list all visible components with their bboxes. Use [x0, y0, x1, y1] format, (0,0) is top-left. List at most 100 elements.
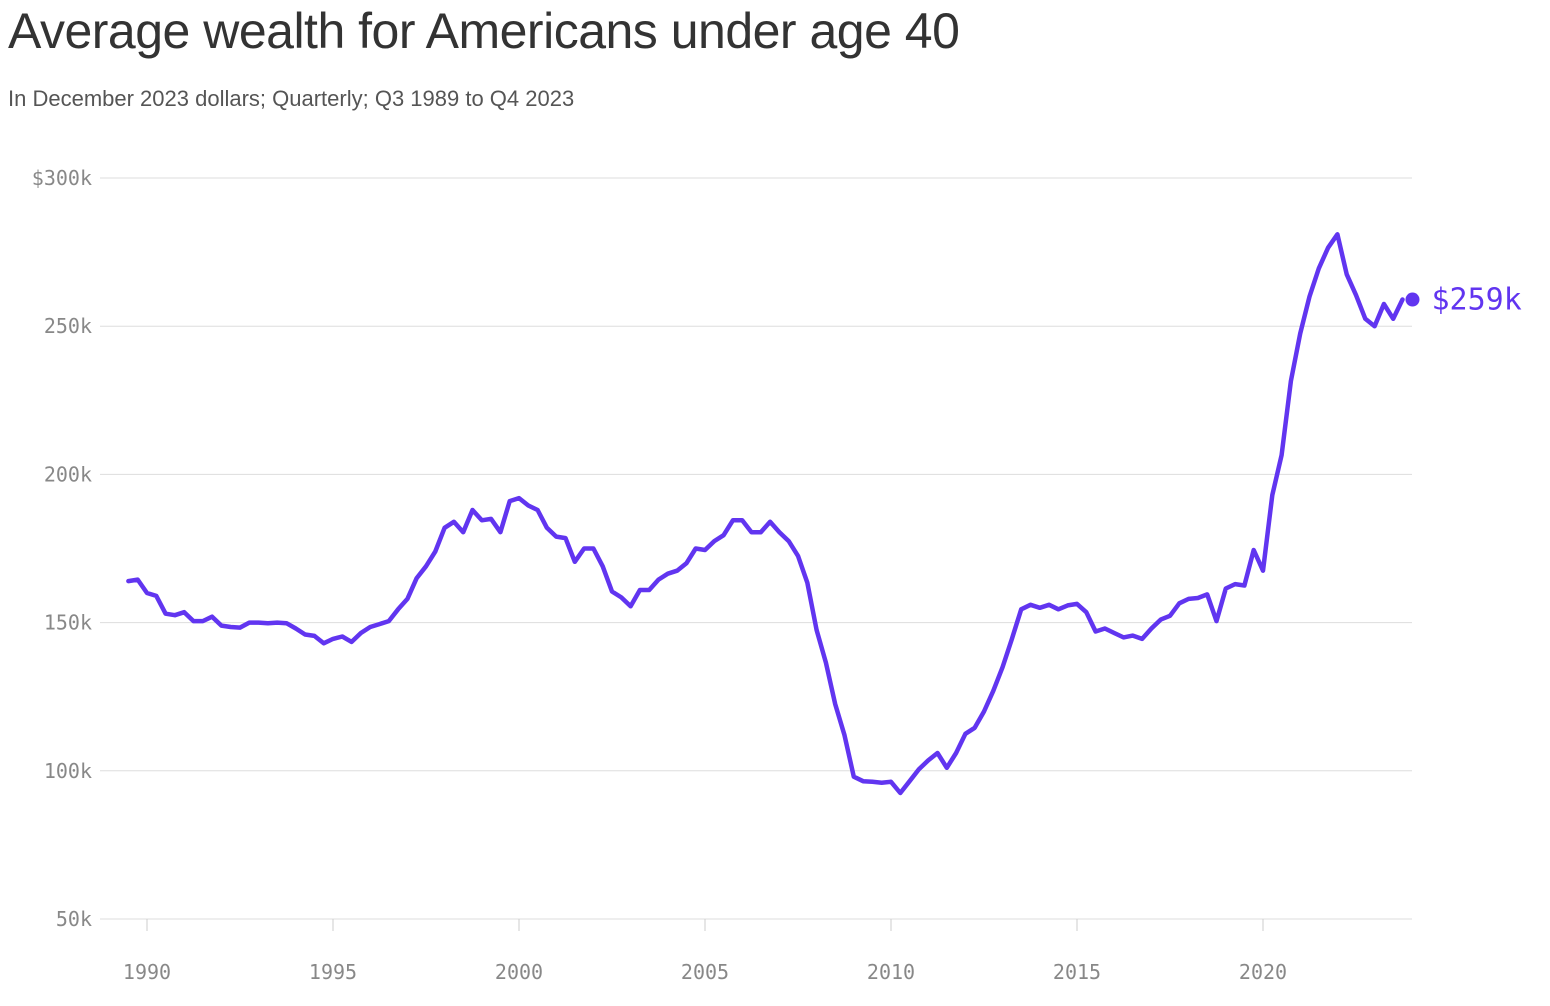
- data-point: [1159, 618, 1163, 622]
- x-tick-label: 2020: [1239, 960, 1287, 984]
- data-point: [619, 595, 623, 599]
- data-point: [1001, 665, 1005, 669]
- y-tick-label: 100k: [44, 759, 92, 783]
- data-point: [564, 536, 568, 540]
- data-point: [582, 547, 586, 551]
- data-point: [1391, 317, 1395, 321]
- data-point: [1047, 603, 1051, 607]
- data-point: [703, 548, 707, 552]
- data-point: [1326, 246, 1330, 250]
- y-tick-label: 250k: [44, 314, 92, 338]
- data-point: [285, 621, 289, 625]
- data-point: [1131, 634, 1135, 638]
- data-point: [257, 621, 261, 625]
- data-point: [1196, 596, 1200, 600]
- wealth-series-line: [126, 232, 1405, 796]
- data-point: [554, 535, 558, 539]
- data-point: [378, 622, 382, 626]
- data-point: [1252, 548, 1256, 552]
- data-point: [843, 733, 847, 737]
- data-point: [1242, 584, 1246, 588]
- data-point: [973, 726, 977, 730]
- data-point: [498, 530, 502, 534]
- data-point: [331, 637, 335, 641]
- data-point: [368, 625, 372, 629]
- chart-subtitle: In December 2023 dollars; Quarterly; Q3 …: [8, 86, 575, 111]
- data-point: [1382, 302, 1386, 306]
- data-point: [145, 591, 149, 595]
- data-point: [1010, 637, 1014, 641]
- data-point: [889, 780, 893, 784]
- data-point: [982, 710, 986, 714]
- data-point: [610, 589, 614, 593]
- data-point: [1270, 493, 1274, 497]
- data-point: [173, 613, 177, 617]
- x-tick-label: 1990: [123, 960, 171, 984]
- data-point: [740, 518, 744, 522]
- data-point: [1122, 635, 1126, 639]
- data-point: [136, 578, 140, 582]
- data-point: [1140, 637, 1144, 641]
- data-point: [275, 621, 279, 625]
- data-point: [1308, 295, 1312, 299]
- series-layer: [126, 232, 1405, 796]
- data-point: [126, 579, 130, 583]
- data-point: [1029, 603, 1033, 607]
- data-point: [517, 496, 521, 500]
- data-point: [694, 547, 698, 551]
- data-point: [1354, 293, 1358, 297]
- data-point: [396, 607, 400, 611]
- data-point: [638, 588, 642, 592]
- data-point: [350, 640, 354, 644]
- data-point: [1224, 587, 1228, 591]
- data-point: [1094, 629, 1098, 633]
- y-tick-label: $300k: [32, 166, 92, 190]
- x-tick-label: 2000: [495, 960, 543, 984]
- data-point: [787, 539, 791, 543]
- data-point: [182, 610, 186, 614]
- data-point: [1261, 569, 1265, 573]
- x-tick-label: 2015: [1053, 960, 1101, 984]
- data-point: [750, 530, 754, 534]
- data-point: [415, 576, 419, 580]
- data-point: [201, 619, 205, 623]
- data-point: [1177, 601, 1181, 605]
- data-point: [164, 612, 168, 616]
- data-point: [1363, 317, 1367, 321]
- data-point: [629, 604, 633, 608]
- data-point: [1019, 607, 1023, 611]
- data-point: [712, 539, 716, 543]
- data-point: [657, 578, 661, 582]
- data-point: [340, 635, 344, 639]
- data-point: [777, 530, 781, 534]
- data-point: [238, 626, 242, 630]
- data-point: [471, 508, 475, 512]
- data-point: [1298, 332, 1302, 336]
- x-axis-ticks: 1990 1995 2000 2005 2010 2015 2020: [123, 919, 1287, 984]
- data-point: [229, 625, 233, 629]
- data-point: [480, 518, 484, 522]
- data-point: [870, 780, 874, 784]
- data-point: [880, 781, 884, 785]
- y-tick-label: 50k: [56, 907, 92, 931]
- y-tick-label: 200k: [44, 462, 92, 486]
- data-point: [936, 751, 940, 755]
- data-point: [666, 572, 670, 576]
- data-point: [443, 526, 447, 530]
- data-point: [219, 624, 223, 628]
- data-point: [1335, 232, 1339, 236]
- data-point: [1205, 592, 1209, 596]
- data-point: [405, 597, 409, 601]
- data-point: [303, 632, 307, 636]
- data-point: [684, 561, 688, 565]
- y-tick-label: 150k: [44, 611, 92, 635]
- data-point: [452, 520, 456, 524]
- data-point: [247, 621, 251, 625]
- data-point: [1373, 324, 1377, 328]
- data-point: [489, 517, 493, 521]
- data-point: [1168, 614, 1172, 618]
- data-point: [312, 634, 316, 638]
- data-point: [1149, 627, 1153, 631]
- y-axis-tick-labels: 50k 100k 150k 200k 250k $300k: [32, 166, 92, 931]
- end-point-dot: [1405, 292, 1420, 307]
